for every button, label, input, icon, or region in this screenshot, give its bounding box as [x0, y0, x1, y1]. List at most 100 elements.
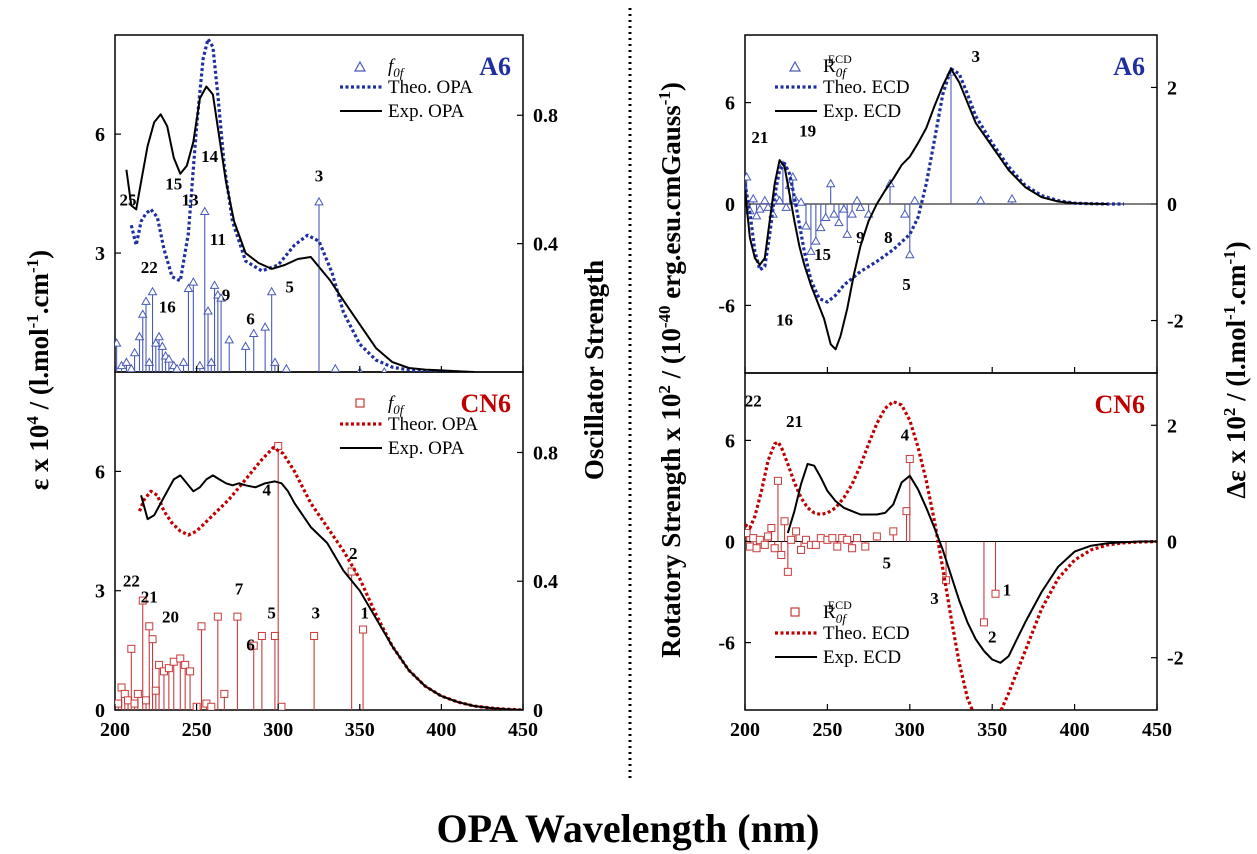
legend-label: Exp. OPA	[388, 438, 465, 459]
stick-square-marker	[787, 535, 796, 544]
stick-square-marker	[979, 618, 988, 627]
stick-triangle-marker	[909, 195, 920, 205]
stick-square-marker	[115, 699, 123, 708]
stick-triangle-marker	[855, 202, 866, 211]
left-y-tick-label: 3	[95, 243, 105, 265]
peak-label: 19	[799, 121, 816, 140]
left-y-tick-label: 0	[95, 700, 105, 722]
axis-title-superscript: -1	[23, 259, 42, 273]
stick-square-marker	[197, 622, 206, 631]
panel-tag-a6: A6	[479, 52, 511, 81]
left-y-tick-label: 6	[95, 124, 105, 146]
stick-triangle-marker	[129, 347, 140, 357]
stick-square-marker	[833, 542, 842, 551]
peak-label: 13	[182, 190, 199, 209]
stick-square-marker	[124, 696, 133, 705]
stick-square-marker	[777, 550, 786, 559]
peak-label: 1	[360, 604, 369, 623]
stick-square-marker	[783, 567, 792, 576]
legend-label: Theo. OPA	[388, 77, 473, 98]
axis-title-part: )	[656, 82, 686, 91]
stick-triangle-marker	[774, 195, 785, 205]
legend-symbol: f	[388, 393, 396, 414]
left-y-tick-label: 6	[725, 93, 735, 115]
axis-title-part: erg.esu.cmGauss	[656, 105, 686, 305]
stick-square-marker	[310, 631, 319, 640]
stick-square-marker	[347, 567, 356, 576]
stick-triangle-marker	[178, 357, 189, 366]
stick-square-marker	[749, 534, 758, 543]
stick-triangle-marker	[811, 236, 821, 245]
stick-square-marker	[853, 534, 862, 543]
legend-label: Theo. ECD	[823, 77, 910, 98]
axis-title-part: )	[1221, 241, 1251, 250]
left-y-tick-label: 3	[95, 581, 105, 603]
stick-square-marker	[889, 527, 898, 536]
experimental-spectrum-line	[745, 67, 1108, 351]
stick-square-marker	[186, 667, 195, 676]
peak-label: 5	[267, 604, 276, 623]
stick-square-marker	[270, 631, 279, 640]
oscillator-strength-axis-title: Oscillator Strength	[579, 260, 609, 480]
stick-square-marker	[843, 535, 852, 544]
axis-title-part: .cm	[1221, 264, 1251, 306]
stick-triangle-marker	[281, 363, 292, 372]
legend-label: Theor. OPA	[388, 414, 478, 435]
legend-subscript: 0f	[393, 402, 406, 417]
theoretical-spectrum-line	[138, 446, 523, 710]
stick-triangle-marker	[141, 296, 151, 305]
stick-triangle-marker	[206, 357, 217, 366]
stick-triangle-marker	[150, 338, 161, 347]
x-axis-title: OPA Wavelength (nm)	[437, 806, 820, 851]
stick-square-marker	[767, 524, 776, 533]
stick-square-marker	[811, 540, 820, 549]
legend-superscript: ECD	[828, 52, 852, 66]
left-y-tick-label: 6	[95, 461, 105, 483]
stick-triangle-marker	[203, 306, 213, 315]
rotatory-strength-axis-title: Rotatory Strength x 102 / (10-40 erg.esu…	[655, 82, 686, 658]
panel-tag-a6: A6	[1113, 52, 1145, 81]
stick-square-marker	[148, 635, 157, 644]
stick-square-marker	[277, 702, 286, 710]
stick-triangle-marker	[314, 196, 324, 206]
legend-superscript: ECD	[828, 598, 852, 612]
stick-triangle-marker	[825, 178, 836, 188]
axis-title-part: )	[24, 250, 54, 259]
stick-triangle-marker	[240, 341, 251, 350]
stick-square-marker	[861, 542, 870, 551]
stick-triangle-marker	[839, 204, 849, 213]
stick-square-marker	[797, 545, 806, 554]
axis-title-part: / (10	[656, 328, 686, 385]
peak-label: 6	[246, 635, 255, 654]
peak-label: 2	[988, 628, 997, 647]
legend-label: R0fECD	[823, 598, 852, 626]
stick-square-marker	[130, 699, 139, 708]
experimental-spectrum-line	[786, 463, 1157, 664]
stick-triangle-marker	[754, 204, 765, 213]
right-y-tick-label: 2	[1167, 415, 1177, 437]
axis-title-part: .cm	[24, 272, 54, 314]
stick-square-marker	[745, 529, 751, 538]
stick-triangle-marker	[899, 209, 910, 218]
stick-triangle-marker	[172, 363, 182, 372]
peak-label: 22	[745, 392, 762, 411]
peak-label: 5	[902, 275, 911, 294]
left-y-axis-title: ε x 104 / (l.mol-1.cm-1)	[23, 250, 54, 490]
peak-label: 21	[751, 128, 768, 147]
axis-title-superscript: -1	[1220, 250, 1239, 264]
stick-triangle-marker	[144, 357, 155, 366]
stick-square-marker	[151, 686, 160, 695]
stick-square-marker	[755, 535, 764, 544]
axis-title-superscript: -1	[655, 91, 674, 105]
stick-triangle-marker	[126, 363, 137, 372]
legend-label: f0f	[388, 56, 406, 80]
right-y-tick-label: -2	[1167, 648, 1184, 670]
stick-triangle-marker	[781, 202, 792, 211]
right-y-tick-label: 0	[1167, 532, 1177, 554]
stick-triangle-marker	[137, 309, 148, 318]
theoretical-spectrum-line	[745, 400, 1157, 710]
stick-triangle-marker	[748, 193, 759, 203]
